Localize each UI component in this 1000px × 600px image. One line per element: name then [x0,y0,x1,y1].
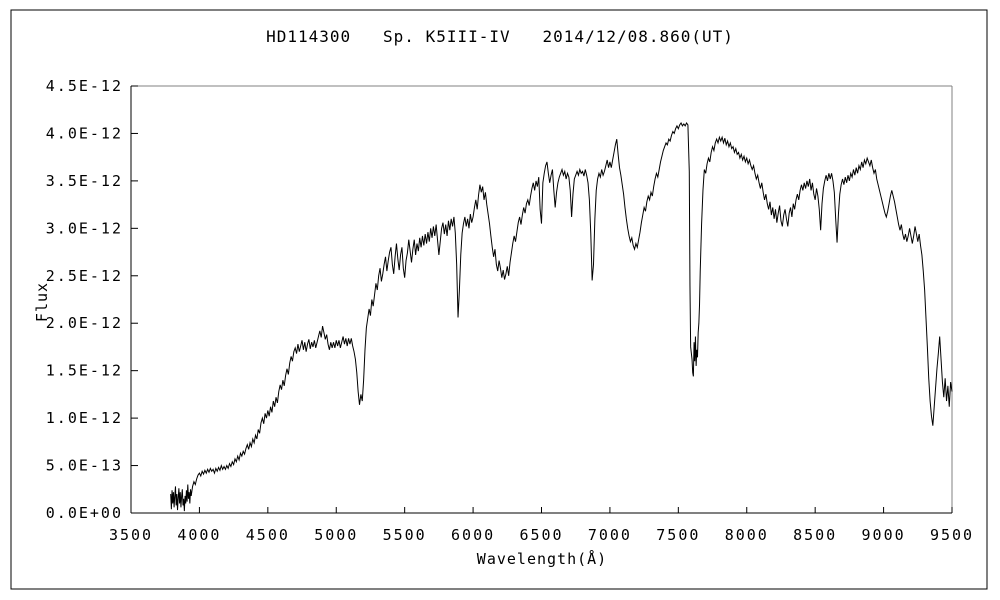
spectrum-line [170,122,953,512]
x-tick-label: 5500 [383,526,427,544]
y-tick-label: 3.5E-12 [46,172,123,190]
x-tick-label: 8500 [793,526,837,544]
y-tick-label: 1.0E-12 [46,409,123,427]
y-tick-label: 1.5E-12 [46,362,123,380]
chart-title: HD114300 Sp. K5III-IV 2014/12/08.860(UT) [266,27,734,46]
y-tick-label: 4.0E-12 [46,124,123,142]
x-tick-label: 5000 [314,526,358,544]
x-tick-label: 6000 [451,526,495,544]
y-tick-label: 4.5E-12 [46,77,123,95]
y-tick-label: 5.0E-13 [46,457,123,475]
x-tick-label: 9500 [930,526,974,544]
y-tick-label: 0.0E+00 [46,504,123,522]
y-tick-label: 2.5E-12 [46,267,123,285]
x-tick-label: 7000 [588,526,632,544]
x-axis-label: Wavelength(Å) [477,549,607,568]
x-tick-label: 3500 [109,526,153,544]
x-tick-label: 6500 [519,526,563,544]
x-tick-label: 9000 [862,526,906,544]
plot-generated-content: 3500 4000 4500 5000 5500 6000 6500 7000 7500 8000… [46,77,974,544]
x-tick-label: 7500 [656,526,700,544]
x-tick-label: 4000 [177,526,221,544]
y-tick-label: 2.0E-12 [46,314,123,332]
y-tick-label: 3.0E-12 [46,219,123,237]
figure-border [10,9,988,590]
y-axis-label: Flux [33,282,51,322]
x-tick-label: 4500 [246,526,290,544]
x-tick-label: 8000 [725,526,769,544]
